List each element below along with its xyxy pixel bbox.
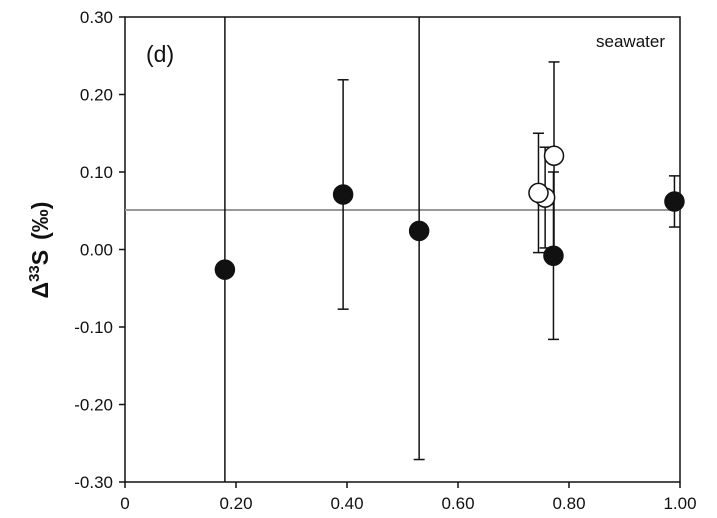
data-point-filled (214, 259, 236, 280)
y-tick-label: -0.20 (74, 396, 113, 415)
panel-label: (d) (146, 41, 174, 67)
x-tick-label: 0.60 (441, 494, 474, 513)
y-tick-label: 0.10 (80, 163, 113, 182)
seawater-annotation: seawater (596, 32, 665, 51)
x-tick-label: 0.40 (330, 494, 363, 513)
data-point-filled (664, 191, 685, 212)
y-tick-label: 0.20 (80, 86, 113, 105)
y-tick-label: -0.30 (74, 473, 113, 492)
data-point-open (528, 182, 549, 204)
y-axis-title-symbol: S (27, 250, 53, 265)
x-tick-label: 0 (120, 494, 129, 513)
data-point-open (543, 145, 565, 166)
data-point-filled (543, 245, 564, 266)
y-axis-title: Δ33S (‰) (26, 202, 53, 299)
data-point-filled (408, 220, 430, 242)
y-tick-label: 0.30 (80, 8, 113, 27)
y-axis-title-superscript: 33 (26, 265, 43, 282)
x-tick-label: 0.20 (219, 494, 252, 513)
x-tick-label: 0.80 (552, 494, 585, 513)
plot-frame (124, 16, 681, 483)
y-tick-label: -0.10 (74, 318, 113, 337)
y-axis-title-unit: (‰) (27, 202, 53, 240)
y-tick-label: 0.00 (80, 241, 113, 260)
y-axis-title-prefix: Δ (27, 282, 53, 299)
x-tick-label: 1.00 (663, 494, 696, 513)
data-point-filled (332, 184, 354, 205)
